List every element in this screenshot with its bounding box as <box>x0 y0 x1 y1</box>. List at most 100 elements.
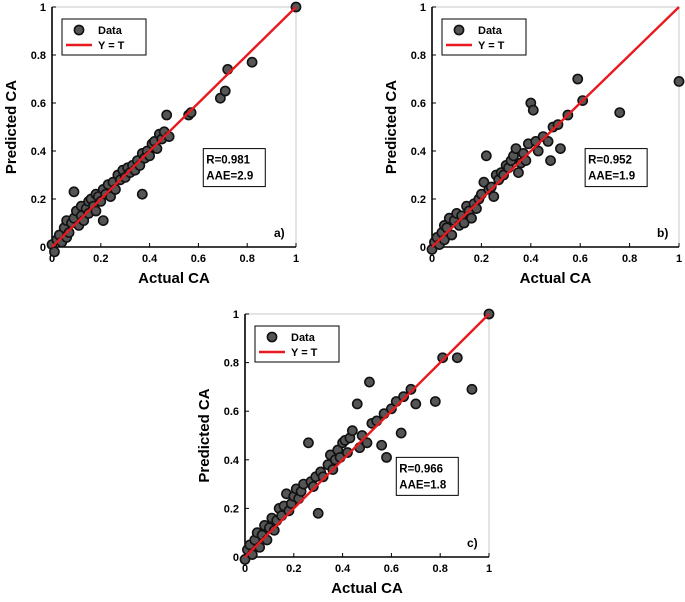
data-point <box>542 135 554 147</box>
x-axis-title: Actual CA <box>331 580 403 597</box>
x-tick-label: 0.8 <box>622 253 637 265</box>
data-point <box>513 167 524 178</box>
panel-b: 0 0.2 0.4 0.6 0.8 1 0 0.2 0.4 0.6 0.8 1 Actual CA Pre… <box>383 2 685 287</box>
x-tick-label: 0.6 <box>191 253 206 265</box>
panel-tag: a) <box>274 226 285 240</box>
x-tick-label: 0.4 <box>335 563 351 575</box>
data-point <box>312 507 324 519</box>
y-tick-label: 0.8 <box>411 50 426 62</box>
x-tick-label: 0.8 <box>240 253 255 265</box>
panel-a: 0 0.2 0.4 0.6 0.8 1 0 0.2 0.4 0.6 0.8 1 Actual CA Pre… <box>3 1 302 287</box>
data-point <box>361 437 373 449</box>
y-tick-label: 1 <box>40 2 46 14</box>
data-point <box>136 188 148 200</box>
data-point <box>364 376 375 388</box>
y-tick-label: 0.4 <box>224 455 240 467</box>
x-tick-label: 1 <box>676 253 682 265</box>
data-point <box>488 191 500 202</box>
data-point <box>342 447 353 458</box>
data-point <box>466 383 478 395</box>
r-value: R=0.952 <box>588 155 632 167</box>
data-point <box>498 169 510 181</box>
stats-box: R=0.952 AAE=1.9 <box>584 148 648 188</box>
y-tick-label: 1 <box>233 309 239 321</box>
legend-marker <box>266 331 278 343</box>
data-point <box>429 396 441 407</box>
data-point <box>68 186 80 198</box>
legend-box <box>61 18 147 56</box>
x-tick-label: 0 <box>49 253 55 265</box>
y-tick-label: 0.6 <box>224 406 239 418</box>
data-point <box>451 352 463 364</box>
data-point <box>303 437 314 449</box>
panel-tag: b) <box>657 226 668 240</box>
x-tick-label: 0.2 <box>93 253 108 265</box>
data-point <box>105 191 116 202</box>
data-point <box>485 181 497 193</box>
panel-tag: c) <box>467 536 478 550</box>
panel-c: 0 0.2 0.4 0.6 0.8 1 0 0.2 0.4 0.6 0.8 1 Actual CA Pre… <box>196 308 495 597</box>
data-point <box>410 398 422 410</box>
legend-label-line: Y = T <box>291 347 318 359</box>
data-point <box>478 176 490 188</box>
y-axis-title: Predicted CA <box>383 80 400 174</box>
legend-label-data: Data <box>478 25 503 37</box>
data-point <box>376 439 388 451</box>
data-point <box>458 217 470 229</box>
data-point <box>317 471 329 483</box>
y-tick-label: 0.2 <box>224 503 239 515</box>
x-tick-label: 0.6 <box>573 253 588 265</box>
x-tick-label: 0.2 <box>286 563 301 575</box>
data-point <box>532 145 544 157</box>
x-axis-title: Actual CA <box>520 270 592 287</box>
data-point <box>466 212 477 224</box>
x-tick-label: 1 <box>293 253 299 265</box>
data-point <box>95 195 107 207</box>
data-point <box>480 150 492 162</box>
r-value: R=0.981 <box>206 155 250 167</box>
identity-line <box>431 6 680 248</box>
data-point <box>307 481 319 492</box>
y-tick-label: 0.8 <box>31 50 46 62</box>
stats-box-frame <box>202 148 266 188</box>
stats-box: R=0.966 AAE=1.8 <box>395 456 459 496</box>
x-tick-label: 0 <box>429 253 435 265</box>
identity-line <box>51 6 297 248</box>
data-point <box>437 352 449 364</box>
data-point <box>510 143 522 154</box>
legend-label-data: Data <box>291 332 316 344</box>
y-tick-label: 0.8 <box>224 358 239 370</box>
y-tick-label: 0.4 <box>31 146 47 158</box>
r-value: R=0.966 <box>399 463 443 475</box>
data-point <box>405 383 417 395</box>
data-point <box>385 403 397 415</box>
x-tick-label: 0.4 <box>523 253 539 265</box>
data-point <box>446 229 458 241</box>
data-point <box>398 391 409 403</box>
y-tick-label: 1 <box>420 2 426 14</box>
legend-marker <box>453 24 465 36</box>
stats-box: R=0.981 AAE=2.9 <box>202 148 266 188</box>
y-tick-label: 0 <box>233 552 239 564</box>
y-axis-title: Predicted CA <box>3 80 20 174</box>
x-tick-label: 0 <box>242 563 248 575</box>
data-point <box>395 427 407 439</box>
legend-box <box>254 325 340 363</box>
data-point <box>214 92 226 104</box>
data-point <box>351 398 363 410</box>
identity-line <box>244 313 490 558</box>
y-tick-label: 0 <box>40 242 46 254</box>
x-tick-label: 1 <box>486 563 492 575</box>
x-axis-title: Actual CA <box>138 270 210 287</box>
data-point <box>63 227 75 238</box>
data-point <box>614 107 626 118</box>
data-point <box>219 85 231 97</box>
data-point <box>49 246 60 258</box>
data-point <box>555 143 566 154</box>
legend-label-line: Y = T <box>478 40 505 52</box>
data-point <box>239 554 251 565</box>
legend-label-line: Y = T <box>98 40 125 52</box>
y-tick-label: 0.6 <box>31 98 46 110</box>
legend: Data Y = T <box>61 18 147 56</box>
